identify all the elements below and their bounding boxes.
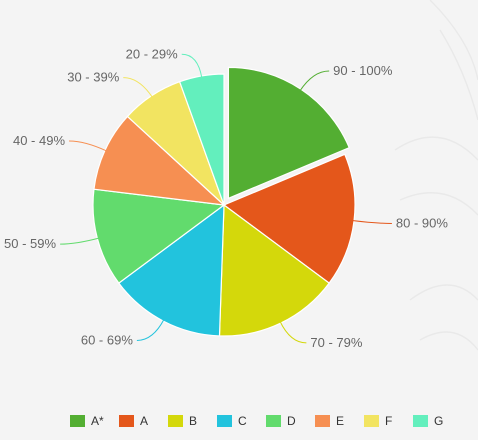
leader-lines <box>60 53 392 344</box>
legend-item-b[interactable]: B <box>168 414 197 428</box>
legend-swatch <box>266 415 281 427</box>
leader-line-40-49 <box>69 140 108 152</box>
legend: A* A B C D E F G <box>70 414 443 428</box>
leader-line-70-79 <box>279 321 307 344</box>
legend-item-g[interactable]: G <box>413 414 443 428</box>
leader-line-80-90 <box>351 220 392 224</box>
legend-swatch <box>70 415 85 427</box>
slice-label-20-29: 20 - 29% <box>126 46 178 61</box>
legend-label: A* <box>91 414 104 428</box>
legend-swatch <box>413 415 428 427</box>
legend-item-e[interactable]: E <box>315 414 344 428</box>
legend-item-f[interactable]: F <box>364 414 392 428</box>
slice-label-70-79: 70 - 79% <box>310 335 362 350</box>
legend-label: D <box>287 414 296 428</box>
legend-label: A <box>140 414 148 428</box>
legend-item-d[interactable]: D <box>266 414 296 428</box>
pie-slices <box>92 66 356 337</box>
slice-label-30-39: 30 - 39% <box>67 70 119 85</box>
legend-label: F <box>385 414 392 428</box>
legend-label: B <box>189 414 197 428</box>
legend-swatch <box>119 415 134 427</box>
legend-label: C <box>238 414 247 428</box>
legend-item-a-star[interactable]: A* <box>70 414 104 428</box>
slice-label-50-59: 50 - 59% <box>4 236 56 251</box>
legend-label: G <box>434 414 443 428</box>
legend-swatch <box>217 415 232 427</box>
leader-line-30-39 <box>123 77 153 98</box>
legend-label: E <box>336 414 344 428</box>
legend-swatch <box>364 415 379 427</box>
leader-line-90-100 <box>299 70 330 92</box>
legend-swatch <box>168 415 183 427</box>
legend-swatch <box>315 415 330 427</box>
slice-label-80-90: 80 - 90% <box>396 215 448 230</box>
legend-item-c[interactable]: C <box>217 414 247 428</box>
slice-label-40-49: 40 - 49% <box>13 133 65 148</box>
leader-line-20-29 <box>181 53 203 79</box>
slice-label-90-100: 90 - 100% <box>333 63 393 78</box>
slice-labels: 90 - 100% 80 - 90% 70 - 79% 60 - 69% 50 - 59… <box>4 46 448 350</box>
legend-item-a[interactable]: A <box>119 414 148 428</box>
leader-line-50-59 <box>60 237 100 245</box>
background-decoration <box>394 0 478 351</box>
leader-line-60-69 <box>136 318 165 341</box>
slice-label-60-69: 60 - 69% <box>81 332 133 347</box>
